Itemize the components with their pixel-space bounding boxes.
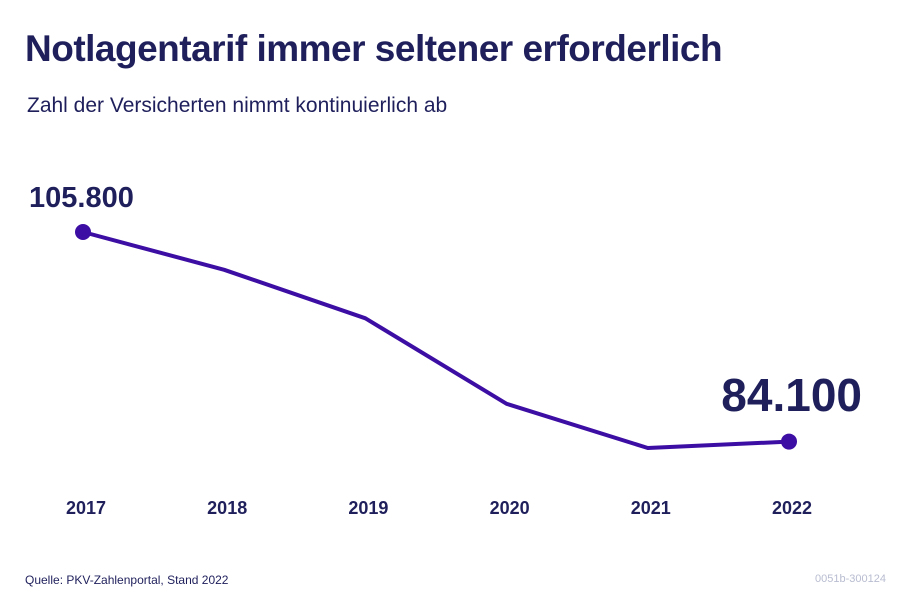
series-line bbox=[81, 230, 791, 450]
x-tick-label-2022: 2022 bbox=[772, 498, 812, 518]
x-tick-label-2020: 2020 bbox=[490, 498, 530, 518]
chart-id-code: 0051b-300124 bbox=[815, 573, 886, 585]
chart-subtitle: Zahl der Versicherten nimmt kontinuierli… bbox=[27, 94, 448, 117]
x-tick-label-2019: 2019 bbox=[348, 498, 388, 518]
source-note: Quelle: PKV-Zahlenportal, Stand 2022 bbox=[25, 573, 229, 587]
data-point-2022 bbox=[781, 433, 797, 450]
data-label-2022: 84.100 bbox=[721, 369, 862, 421]
chart-title: Notlagentarif immer seltener erforderlic… bbox=[25, 28, 723, 69]
data-point-2017 bbox=[75, 224, 91, 240]
x-tick-label-2017: 2017 bbox=[66, 498, 106, 518]
x-tick-label-2021: 2021 bbox=[631, 498, 671, 518]
x-tick-label-2018: 2018 bbox=[207, 498, 247, 518]
data-label-2017: 105.800 bbox=[29, 182, 134, 214]
